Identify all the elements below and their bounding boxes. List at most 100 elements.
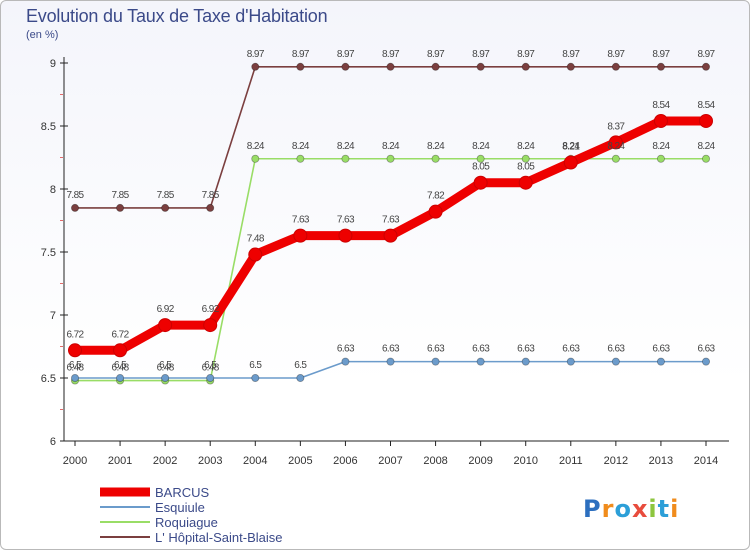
series-point-3 — [341, 62, 350, 71]
series-point-0 — [699, 113, 713, 128]
y-tick-label: 9 — [50, 58, 56, 70]
series-point-2 — [386, 154, 395, 163]
data-label: 8.24 — [652, 141, 670, 152]
data-label: 8.97 — [562, 49, 580, 60]
series-point-0 — [68, 343, 82, 358]
x-tick-label: 2005 — [288, 455, 312, 467]
data-label: 8.24 — [562, 141, 580, 152]
data-label: 8.24 — [337, 141, 355, 152]
series-point-3 — [161, 203, 170, 212]
x-tick-label: 2009 — [468, 455, 492, 467]
data-label: 7.63 — [292, 215, 310, 226]
series-point-1 — [386, 357, 395, 366]
series-point-3 — [71, 203, 80, 212]
data-label: 6.63 — [562, 344, 580, 355]
y-tick-label: 8.5 — [41, 121, 56, 133]
x-tick-label: 2003 — [198, 455, 222, 467]
chart-axes: 6 6.5 7 7.5 8 8.5 9 2000 2001 2002 2003 2004 2005 200… — [41, 57, 729, 467]
data-label: 6.48 — [66, 363, 84, 374]
x-tick-label: 2000 — [63, 455, 87, 467]
x-tick-label: 2013 — [649, 455, 673, 467]
x-tick-label: 2004 — [243, 455, 267, 467]
y-tick-label: 7.5 — [41, 247, 56, 259]
chart-subtitle: (en %) — [26, 29, 59, 41]
series-point-2 — [341, 154, 350, 163]
data-label: 6.5 — [114, 360, 127, 371]
x-tick-label: 2014 — [694, 455, 718, 467]
legend-entry: Roquiague — [155, 515, 218, 530]
series-point-1 — [656, 357, 665, 366]
x-tick-label: 2007 — [378, 455, 402, 467]
series-point-0 — [158, 318, 173, 333]
data-label: 6.92 — [157, 304, 175, 315]
x-tick-label: 2008 — [423, 455, 447, 467]
data-label: 7.82 — [427, 191, 445, 202]
series-point-1 — [206, 373, 215, 382]
x-tick-label: 2001 — [108, 455, 132, 467]
y-tick-label: 7 — [50, 310, 56, 322]
series-point-0 — [563, 155, 578, 170]
series-point-3 — [656, 62, 665, 71]
data-label: 6.63 — [337, 344, 355, 355]
data-label: 6.5 — [294, 360, 307, 371]
logo-letter: o — [614, 495, 632, 523]
series-layer — [68, 62, 713, 385]
data-label: 6.5 — [249, 360, 262, 371]
series-point-0 — [113, 343, 128, 358]
data-label: 6.48 — [112, 363, 130, 374]
x-tick-label: 2002 — [153, 455, 177, 467]
data-label: 6.63 — [697, 344, 715, 355]
legend-entry: Esquiule — [155, 500, 205, 515]
data-label: 6.48 — [157, 363, 175, 374]
data-label: 8.97 — [697, 49, 715, 60]
series-point-1 — [702, 357, 711, 366]
series-point-1 — [161, 373, 170, 382]
data-label: 6.5 — [69, 360, 82, 371]
logo-letter: P — [583, 495, 602, 523]
data-label: 8.97 — [517, 49, 535, 60]
series-point-1 — [611, 357, 620, 366]
series-point-0 — [428, 204, 443, 219]
legend-entry: L' Hôpital-Saint-Blaise — [155, 530, 283, 545]
series-point-1 — [521, 357, 530, 366]
proxiti-logo: Proxiti — [583, 495, 679, 523]
data-label: 7.85 — [66, 190, 84, 201]
y-tick-label: 6.5 — [41, 373, 56, 385]
series-point-1 — [251, 373, 260, 382]
data-label: 7.85 — [157, 190, 175, 201]
series-point-3 — [386, 62, 395, 71]
data-label: 8.24 — [382, 141, 400, 152]
series-point-3 — [116, 203, 125, 212]
logo-letter: i — [670, 495, 679, 523]
series-point-2 — [251, 154, 260, 163]
series-point-3 — [611, 62, 620, 71]
data-label: 8.21 — [562, 142, 580, 153]
logo-letter: i — [648, 495, 657, 523]
data-label: 8.37 — [607, 121, 625, 132]
data-label: 6.72 — [112, 329, 130, 340]
series-point-1 — [431, 357, 440, 366]
series-point-2 — [296, 154, 305, 163]
data-label: 8.97 — [292, 49, 310, 60]
series-point-1 — [296, 373, 305, 382]
series-point-1 — [476, 357, 485, 366]
series-point-2 — [476, 154, 485, 163]
data-label: 8.97 — [427, 49, 445, 60]
data-label: 6.63 — [472, 344, 490, 355]
series-point-3 — [702, 62, 711, 71]
data-label: 8.05 — [472, 162, 490, 173]
data-label: 8.24 — [427, 141, 445, 152]
series-point-0 — [293, 228, 308, 243]
series-point-3 — [206, 203, 215, 212]
series-point-2 — [431, 154, 440, 163]
x-tick-label: 2012 — [604, 455, 628, 467]
data-label: 8.97 — [337, 49, 355, 60]
data-label: 7.85 — [202, 190, 220, 201]
data-label: 8.54 — [697, 100, 715, 111]
data-label: 8.24 — [517, 141, 535, 152]
series-point-0 — [518, 175, 533, 190]
x-tick-label: 2010 — [513, 455, 537, 467]
